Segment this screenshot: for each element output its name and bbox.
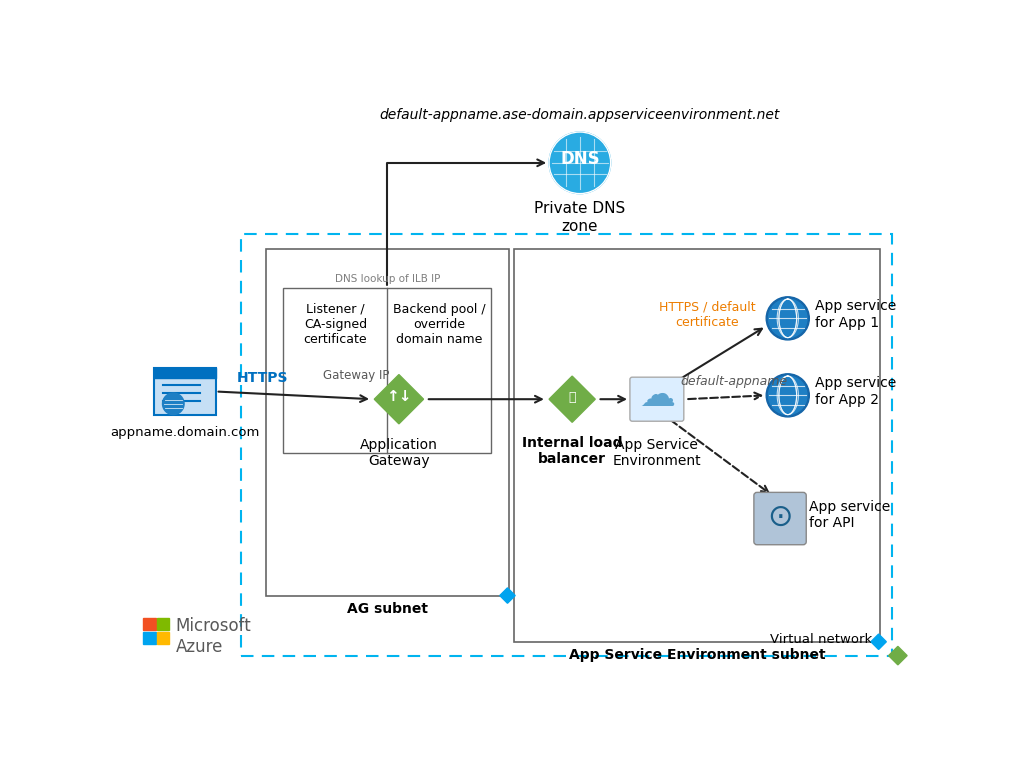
Bar xyxy=(242,233,892,656)
Bar xyxy=(267,249,509,596)
Bar xyxy=(157,618,170,630)
Text: Listener /
CA-signed
certificate: Listener / CA-signed certificate xyxy=(303,303,367,346)
Polygon shape xyxy=(888,646,907,665)
Text: Internal load
balancer: Internal load balancer xyxy=(522,436,622,467)
Text: default-appname.ase-domain.appserviceenvironment.net: default-appname.ase-domain.appserviceenv… xyxy=(380,108,781,122)
Text: ⊙: ⊙ xyxy=(767,502,793,531)
Text: Virtual network: Virtual network xyxy=(770,633,873,646)
Text: 🔑: 🔑 xyxy=(568,391,576,404)
Bar xyxy=(515,249,880,641)
Text: Gateway IP: Gateway IP xyxy=(324,369,390,382)
Text: default-appname: default-appname xyxy=(680,375,787,388)
Text: Private DNS
zone: Private DNS zone xyxy=(534,201,625,234)
Text: App Service
Environment: App Service Environment xyxy=(612,438,701,468)
Text: App service
for API: App service for API xyxy=(809,499,890,530)
Circle shape xyxy=(768,299,807,337)
Polygon shape xyxy=(871,634,886,650)
Circle shape xyxy=(768,376,807,415)
Bar xyxy=(143,618,155,630)
Polygon shape xyxy=(549,376,595,423)
Bar xyxy=(283,287,491,453)
Text: HTTPS: HTTPS xyxy=(238,372,288,385)
Text: DNS lookup of ILB IP: DNS lookup of ILB IP xyxy=(335,274,441,283)
Text: HTTPS / default
certificate: HTTPS / default certificate xyxy=(659,301,755,329)
Bar xyxy=(157,632,170,644)
FancyBboxPatch shape xyxy=(630,377,684,421)
Text: DNS: DNS xyxy=(560,150,600,168)
Text: App service
for App 2: App service for App 2 xyxy=(815,376,896,407)
Text: App Service Environment subnet: App Service Environment subnet xyxy=(569,648,825,662)
Text: Microsoft
Azure: Microsoft Azure xyxy=(176,617,252,656)
Polygon shape xyxy=(375,375,423,424)
Text: appname.domain.com: appname.domain.com xyxy=(111,426,260,439)
Polygon shape xyxy=(499,587,516,603)
Circle shape xyxy=(766,374,809,417)
Text: AG subnet: AG subnet xyxy=(347,602,428,616)
Text: Application
Gateway: Application Gateway xyxy=(360,438,437,468)
Circle shape xyxy=(162,393,184,415)
Bar xyxy=(143,632,155,644)
FancyBboxPatch shape xyxy=(754,492,806,545)
Text: ↑↓: ↑↓ xyxy=(386,389,412,404)
Text: ☁: ☁ xyxy=(638,379,675,413)
Text: Backend pool /
override
domain name: Backend pool / override domain name xyxy=(393,303,485,346)
Circle shape xyxy=(766,297,809,340)
Circle shape xyxy=(549,132,611,194)
Text: App service
for App 1: App service for App 1 xyxy=(815,299,896,330)
FancyBboxPatch shape xyxy=(154,369,215,415)
